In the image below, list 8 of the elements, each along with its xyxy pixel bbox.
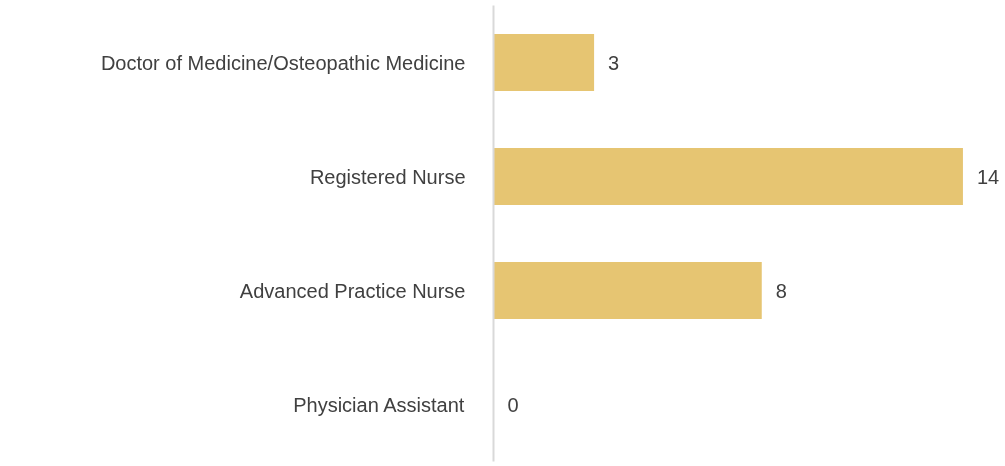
data-label: 14	[976, 165, 1000, 188]
y-tick-label: Physician Assistant	[293, 393, 465, 416]
y-tick-label: Registered Nurse	[309, 165, 466, 188]
y-tick-label: Doctor of Medicine/Osteopathic Medicine	[100, 51, 466, 74]
data-label: 3	[608, 51, 620, 74]
y-tick-label: Advanced Practice Nurse	[239, 279, 466, 302]
data-label: 0	[507, 393, 519, 416]
data-label: 8	[775, 279, 787, 302]
